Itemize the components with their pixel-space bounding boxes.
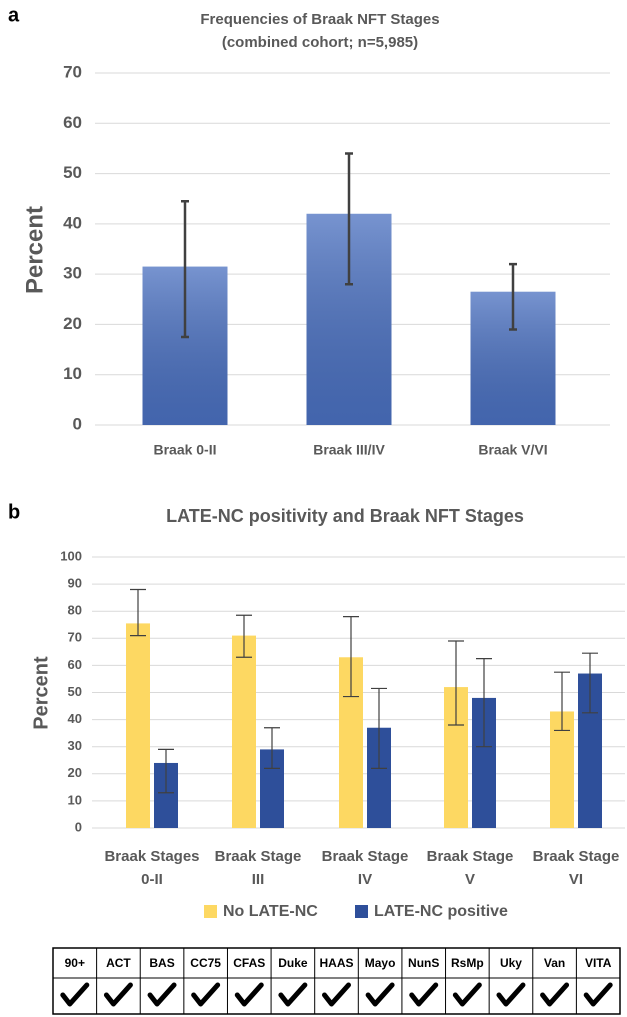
check-icon [322,982,351,1007]
check-icon [191,982,221,1007]
table-header: Duke [278,956,308,970]
y-tick-label: 20 [63,314,82,333]
error-bar [554,671,570,732]
x-tick-label: VI [569,871,583,888]
y-axis-label: Percent [30,656,52,730]
table-header: BAS [149,956,174,970]
y-tick-label: 60 [68,657,82,672]
error-bar [158,748,174,794]
y-tick-label: 60 [63,113,82,132]
check-icon [583,982,613,1007]
chart-subtitle: (combined cohort; n=5,985) [222,34,418,51]
y-tick-label: 0 [75,819,82,834]
table-header: CC75 [190,956,221,970]
y-tick-label: 20 [68,765,82,780]
error-bar [130,588,146,637]
panel-label: a [8,4,20,26]
check-icon [278,982,308,1007]
x-tick-label: Braak Stage [215,848,302,865]
chart-title: LATE-NC positivity and Braak NFT Stages [166,506,524,526]
check-icon [365,982,395,1007]
y-tick-label: 10 [63,364,82,383]
error-bar [476,658,492,748]
x-tick-label: 0-II [141,871,163,888]
error-bar [371,687,387,769]
legend-label: No LATE-NC [223,903,318,920]
y-tick-label: 50 [63,163,82,182]
table-header: ACT [106,956,131,970]
x-tick-label: Braak V/VI [478,442,547,458]
error-bar [345,152,353,286]
error-bar [509,262,517,331]
x-tick-label: Braak Stage [533,848,620,865]
y-tick-label: 50 [68,684,82,699]
check-icon [496,982,526,1007]
table-header: RsMp [451,956,484,970]
table-header: Van [544,956,565,970]
x-tick-label: V [465,871,475,888]
y-tick-label: 100 [60,548,82,563]
x-tick-label: Braak Stage [427,848,514,865]
y-axis-label: Percent [21,206,48,294]
y-tick-label: 90 [68,576,82,591]
legend-label: LATE-NC positive [374,903,508,920]
x-tick-label: Braak III/IV [313,442,385,458]
x-tick-label: Braak Stage [322,848,409,865]
error-bar [343,616,359,698]
check-icon [409,982,439,1007]
x-tick-label: Braak 0-II [153,442,216,458]
panel-label: b [8,501,20,523]
y-tick-label: 70 [68,630,82,645]
check-icon [234,982,264,1007]
bar [126,623,150,828]
error-bar [181,199,189,339]
check-icon [147,982,177,1007]
bar [232,635,256,828]
y-tick-label: 30 [68,738,82,753]
y-tick-label: 40 [68,711,82,726]
x-tick-label: Braak Stages [104,848,199,865]
check-icon [540,982,570,1007]
error-bar [264,727,280,769]
y-tick-label: 0 [73,414,82,433]
y-tick-label: 30 [63,264,82,283]
y-tick-label: 10 [68,792,82,807]
table-header: Mayo [365,956,396,970]
table-header: 90+ [65,956,85,970]
table-header: Uky [500,956,522,970]
table-header: VITA [585,956,612,970]
y-tick-label: 40 [63,213,82,232]
table-border [52,947,621,1015]
table-header: HAAS [319,956,353,970]
error-bar [448,640,464,726]
check-icon [60,982,90,1007]
error-bar [236,614,252,658]
table-header: CFAS [233,956,265,970]
error-bar [582,652,598,714]
x-tick-label: IV [358,871,372,888]
legend-swatch [355,905,368,918]
chart-title: Frequencies of Braak NFT Stages [200,11,439,28]
legend-swatch [204,905,217,918]
x-tick-label: III [252,871,265,888]
table-header: NunS [408,956,439,970]
check-icon [452,982,482,1007]
y-tick-label: 80 [68,603,82,618]
y-tick-label: 70 [63,62,82,81]
check-icon [103,982,133,1007]
